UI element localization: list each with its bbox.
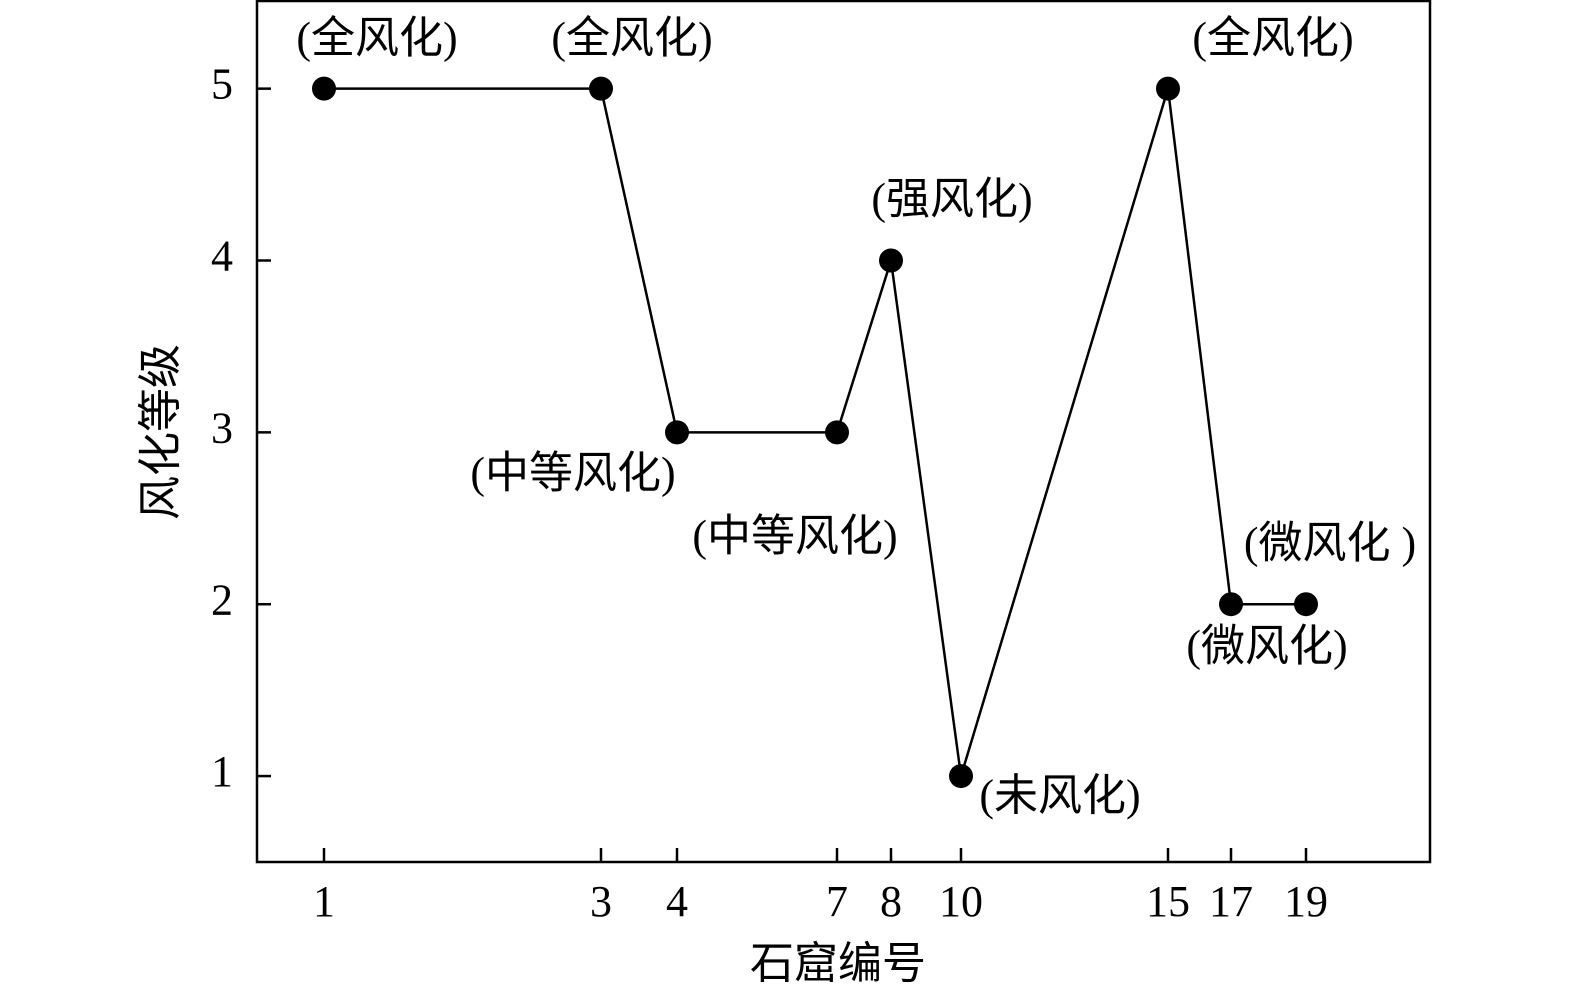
point-annotation: (全风化) xyxy=(296,14,457,63)
point xyxy=(949,764,973,789)
x-tick-label: 4 xyxy=(666,877,688,926)
point xyxy=(589,76,613,101)
point-annotation: (未风化) xyxy=(979,771,1140,820)
point-annotation: (全风化) xyxy=(551,14,712,63)
point-annotation: (微风化 ) xyxy=(1244,518,1416,567)
point xyxy=(825,420,849,445)
point xyxy=(665,420,689,445)
y-tick-label: 4 xyxy=(211,232,233,281)
point-annotation: (中等风化) xyxy=(692,511,897,560)
y-tick-label: 2 xyxy=(211,575,233,624)
point-annotation: (全风化) xyxy=(1192,14,1353,63)
y-tick-label: 3 xyxy=(211,403,233,452)
x-tick-label: 17 xyxy=(1209,877,1253,926)
point xyxy=(879,248,903,273)
x-tick-label: 15 xyxy=(1146,877,1190,926)
x-tick-label: 8 xyxy=(880,877,902,926)
y-tick-label: 1 xyxy=(211,747,233,796)
y-axis-label: 风化等级 xyxy=(136,344,185,520)
point xyxy=(312,76,336,101)
y-tick-label: 5 xyxy=(211,60,233,109)
point xyxy=(1294,592,1318,617)
point xyxy=(1219,592,1243,617)
point xyxy=(1156,76,1180,101)
x-tick-label: 1 xyxy=(313,877,335,926)
x-axis-label: 石窟编号 xyxy=(750,939,926,988)
point-annotation: (中等风化) xyxy=(470,448,675,497)
x-tick-label: 10 xyxy=(939,877,983,926)
point-annotation: (强风化) xyxy=(871,175,1032,224)
point-annotation: (微风化) xyxy=(1186,621,1347,670)
series-line xyxy=(324,87,1306,777)
x-tick-label: 7 xyxy=(826,877,848,926)
x-tick-label: 3 xyxy=(590,877,612,926)
x-tick-label: 19 xyxy=(1284,877,1328,926)
